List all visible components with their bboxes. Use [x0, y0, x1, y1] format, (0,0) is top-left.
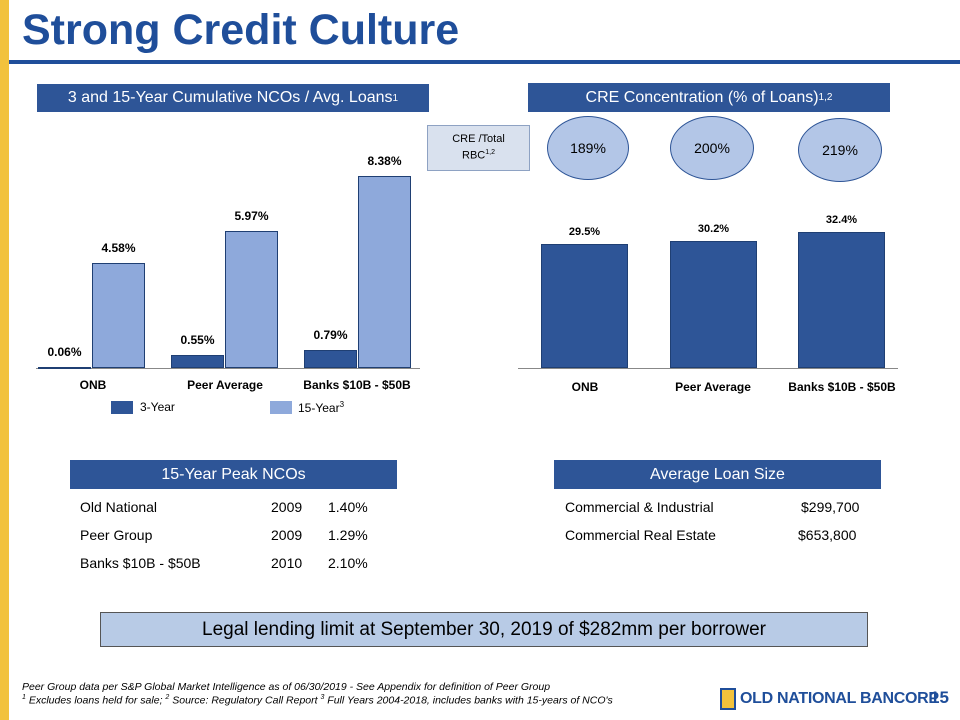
footnote-sup2: 2 [165, 694, 170, 701]
loan-row-name: Commercial Real Estate [565, 527, 716, 543]
nco-category-banks: Banks $10B - $50B [303, 378, 411, 392]
avg-loan-header: Average Loan Size [554, 460, 881, 489]
legend-label-15yr-text: 15-Year [298, 401, 340, 415]
nco-label-3yr-peer: 0.55% [180, 333, 215, 348]
cre-bar-peer [670, 241, 757, 368]
nco-bar-15yr-banks [358, 176, 411, 368]
peak-row-name: Peer Group [80, 527, 153, 543]
footnote-part2: Source: Regulatory Call Report [169, 694, 321, 707]
table-row: Commercial & Industrial $299,700 [565, 499, 870, 527]
legend-label-15yr-sup: 3 [339, 400, 345, 409]
nco-label-3yr-banks: 0.79% [313, 327, 348, 342]
peak-row-value: 1.40% [328, 499, 368, 515]
company-logo: OLD NATIONAL BANCORP [720, 686, 939, 712]
cre-label-peer: 30.2% [697, 223, 730, 236]
logo-text: OLD NATIONAL BANCORP [740, 690, 939, 707]
nco-chart-header-text: 3 and 15-Year Cumulative NCOs / Avg. Loa… [67, 89, 393, 106]
legend-label-3yr: 3-Year [140, 400, 175, 414]
cre-category-onb: ONB [571, 380, 599, 394]
peak-row-name: Old National [80, 499, 158, 515]
loan-row-value: $299,700 [801, 499, 860, 515]
rbc-label-box: CRE /Total RBC1,2 [427, 125, 530, 171]
nco-bar-3yr-peer [171, 355, 224, 368]
nco-bar-15yr-onb [92, 263, 145, 368]
accent-bar [0, 0, 9, 720]
footnote-part3: Full Years 2004-2018, includes banks wit… [324, 694, 613, 707]
peak-row-value: 1.29% [328, 527, 368, 543]
loan-row-value: $653,800 [798, 527, 857, 543]
nco-category-onb: ONB [79, 378, 107, 392]
page-title: Strong Credit Culture [22, 6, 460, 54]
legend-swatch-3yr [111, 401, 133, 414]
rbc-oval-banks: 219% [798, 118, 882, 182]
nco-bar-3yr-onb [38, 366, 91, 369]
nco-label-3yr-onb: 0.06% [47, 344, 82, 359]
peak-ncos-header: 15-Year Peak NCOs [70, 460, 397, 489]
rbc-label-line1: CRE /Total [452, 133, 505, 146]
legend-label-15yr: 15-Year3 [298, 400, 344, 415]
cre-x-axis [518, 368, 898, 369]
footnote-sup3: 3 [320, 694, 325, 701]
rbc-label-line2: RBC1,2 [462, 146, 495, 163]
footnote-sup1: 1 [22, 694, 26, 701]
nco-x-axis [36, 368, 420, 369]
peak-row-value: 2.10% [328, 555, 368, 571]
cre-chart-header-sup: 1,2 [818, 92, 833, 103]
avg-loan-table: Commercial & Industrial $299,700 Commerc… [565, 499, 870, 555]
rbc-label-sup: 1,2 [485, 149, 495, 157]
nco-category-peer: Peer Average [187, 378, 263, 392]
cre-label-banks: 32.4% [825, 214, 858, 226]
cre-chart-header: CRE Concentration (% of Loans) 1,2 [528, 83, 890, 112]
nco-bar-3yr-banks [304, 349, 357, 368]
footnote-line2: 1 Excludes loans held for sale; 2 Source… [22, 694, 613, 707]
table-row: Banks $10B - $50B 2010 2.10% [80, 555, 400, 583]
peak-row-year: 2009 [271, 499, 303, 515]
nco-chart-header: 3 and 15-Year Cumulative NCOs / Avg. Loa… [37, 84, 429, 112]
table-row: Peer Group 2009 1.29% [80, 527, 400, 555]
table-row: Commercial Real Estate $653,800 [565, 527, 870, 555]
nco-bar-15yr-peer [225, 231, 278, 368]
peak-row-year: 2010 [271, 555, 303, 571]
footnote-line1: Peer Group data per S&P Global Market In… [22, 681, 551, 693]
cre-label-onb: 29.5% [568, 226, 601, 239]
cre-category-banks: Banks $10B - $50B [788, 380, 896, 394]
loan-row-name: Commercial & Industrial [565, 499, 714, 515]
footnote-part1: Excludes loans held for sale; [25, 694, 166, 707]
logo-mark-icon [720, 688, 736, 710]
nco-chart-header-sup: 1 [392, 92, 399, 104]
peak-row-year: 2009 [271, 527, 303, 543]
table-row: Old National 2009 1.40% [80, 499, 400, 527]
legal-lending-limit: Legal lending limit at September 30, 201… [100, 612, 868, 647]
legend-swatch-15yr [270, 401, 292, 414]
nco-label-15yr-peer: 5.97% [234, 209, 269, 224]
cre-bar-onb [541, 244, 628, 368]
cre-chart-header-text: CRE Concentration (% of Loans) [585, 88, 819, 106]
title-divider [9, 60, 960, 64]
cre-category-peer: Peer Average [675, 380, 751, 394]
rbc-oval-peer: 200% [670, 116, 754, 180]
peak-row-name: Banks $10B - $50B [80, 555, 201, 571]
nco-label-15yr-onb: 4.58% [101, 241, 136, 256]
nco-label-15yr-banks: 8.38% [367, 154, 402, 168]
rbc-oval-onb: 189% [547, 116, 629, 180]
cre-bar-banks [798, 232, 885, 368]
rbc-label-rbc: RBC [462, 149, 486, 162]
page-number: 15 [930, 688, 949, 707]
peak-ncos-table: Old National 2009 1.40% Peer Group 2009 … [80, 499, 400, 583]
